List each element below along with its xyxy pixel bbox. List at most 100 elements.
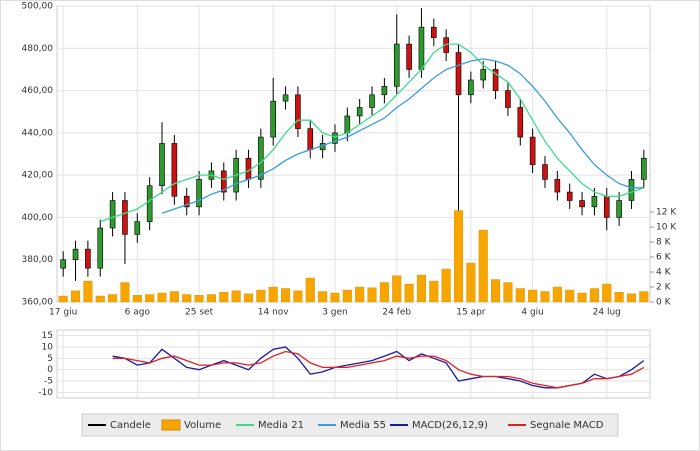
volume-bar <box>194 295 204 303</box>
volume-bar <box>243 293 254 303</box>
candle-body <box>566 191 573 201</box>
main-plot <box>56 5 651 303</box>
x-tick-label: 6 ago <box>125 308 151 318</box>
candle-body <box>183 195 190 208</box>
volume-bar <box>379 282 389 303</box>
candle-body <box>332 132 338 144</box>
volume-bar <box>453 210 464 303</box>
y-tick-label: 400,00 <box>22 213 54 223</box>
y2-tick-label: 8 K <box>656 238 672 248</box>
volume-bar <box>429 280 439 303</box>
candle-body <box>455 52 462 96</box>
candle-body <box>344 115 351 134</box>
legend-label: Segnale MACD <box>530 420 604 431</box>
volume-bar <box>71 290 81 303</box>
y2-tick-label: 0 K <box>656 298 672 308</box>
legend-box <box>81 413 619 437</box>
volume-bar <box>95 295 105 303</box>
y-tick-label: 500,00 <box>22 2 54 12</box>
candle-body <box>393 43 400 87</box>
candle-body <box>220 170 227 193</box>
x-tick-label: 17 giu <box>49 308 77 318</box>
legend-label: MACD(26,12,9) <box>412 420 488 431</box>
candle-body <box>381 86 388 96</box>
x-tick-label: 24 lug <box>593 308 621 318</box>
x-tick-label: 14 nov <box>258 308 290 318</box>
volume-bar <box>466 262 476 303</box>
y2-tick-label: 12 K <box>656 208 677 218</box>
candle-body <box>468 79 474 96</box>
volume-bar <box>503 282 513 303</box>
candle-body <box>418 26 425 70</box>
y-tick-label: 0 <box>47 365 53 375</box>
x-tick-label: 24 feb <box>382 308 411 318</box>
y-tick-label: 460,00 <box>22 86 54 96</box>
x-tick-label: 4 giu <box>521 308 544 318</box>
candle-body <box>356 107 363 117</box>
y-tick-label: 15 <box>42 331 53 341</box>
candle-body <box>282 94 289 102</box>
volume-bar <box>565 289 575 303</box>
y-tick-label: 440,00 <box>22 128 54 138</box>
volume-bar <box>416 274 426 303</box>
candle-body <box>480 69 487 81</box>
volume-bar <box>577 292 587 303</box>
volume-bar <box>219 292 229 303</box>
candle-body <box>603 195 610 218</box>
volume-bar <box>157 292 167 303</box>
candle-body <box>60 259 66 269</box>
candle-body <box>97 227 104 269</box>
candle-body <box>270 100 276 138</box>
x-tick-label: 25 set <box>185 308 214 318</box>
candle-body <box>591 195 598 208</box>
volume-bar <box>602 283 612 303</box>
volume-bar <box>120 282 130 303</box>
volume-bar <box>404 283 414 303</box>
y2-tick-label: 4 K <box>656 268 672 278</box>
y-tick-label: -5 <box>44 377 53 387</box>
volume-bar <box>392 275 402 303</box>
volume-bar <box>528 289 538 303</box>
volume-bar <box>639 291 649 303</box>
volume-bar <box>515 288 525 303</box>
candle-body <box>628 179 635 201</box>
volume-bar <box>330 292 340 303</box>
volume-bar <box>281 288 291 303</box>
candle-body <box>554 179 561 193</box>
volume-bar <box>441 268 451 303</box>
volume-bar <box>256 289 266 303</box>
candle-body <box>431 26 437 39</box>
volume-bar <box>108 294 118 303</box>
volume-bar <box>626 293 636 303</box>
candle-body <box>109 200 116 229</box>
candle-body <box>134 221 141 235</box>
legend-label: Volume <box>184 420 221 431</box>
candle-body <box>492 69 499 91</box>
volume-bar <box>305 277 315 303</box>
y-tick-label: 360,00 <box>22 298 54 308</box>
candle-body <box>529 136 536 165</box>
x-tick-label: 15 apr <box>456 308 486 318</box>
volume-bar <box>367 287 377 303</box>
volume-bar <box>355 286 365 303</box>
candle-body <box>146 185 153 222</box>
volume-bar <box>342 289 352 303</box>
candle-body <box>369 94 375 108</box>
series-line <box>112 350 645 389</box>
volume-bar <box>478 229 488 303</box>
candle-body <box>258 136 264 180</box>
volume-bar <box>589 288 599 303</box>
y-tick-label: -10 <box>38 388 53 398</box>
volume-bar <box>132 295 142 303</box>
y-tick-label: 10 <box>42 343 54 353</box>
candle-body <box>245 157 252 180</box>
candle-body <box>517 107 524 138</box>
legend-label: Media 21 <box>258 420 304 431</box>
candle-body <box>171 143 178 197</box>
candle-body <box>505 90 511 108</box>
candle-body <box>196 179 202 208</box>
x-tick-label: 3 gen <box>322 308 348 318</box>
y-tick-label: 380,00 <box>22 255 54 265</box>
legend-label: Candele <box>110 420 151 431</box>
volume-bar <box>540 291 550 303</box>
